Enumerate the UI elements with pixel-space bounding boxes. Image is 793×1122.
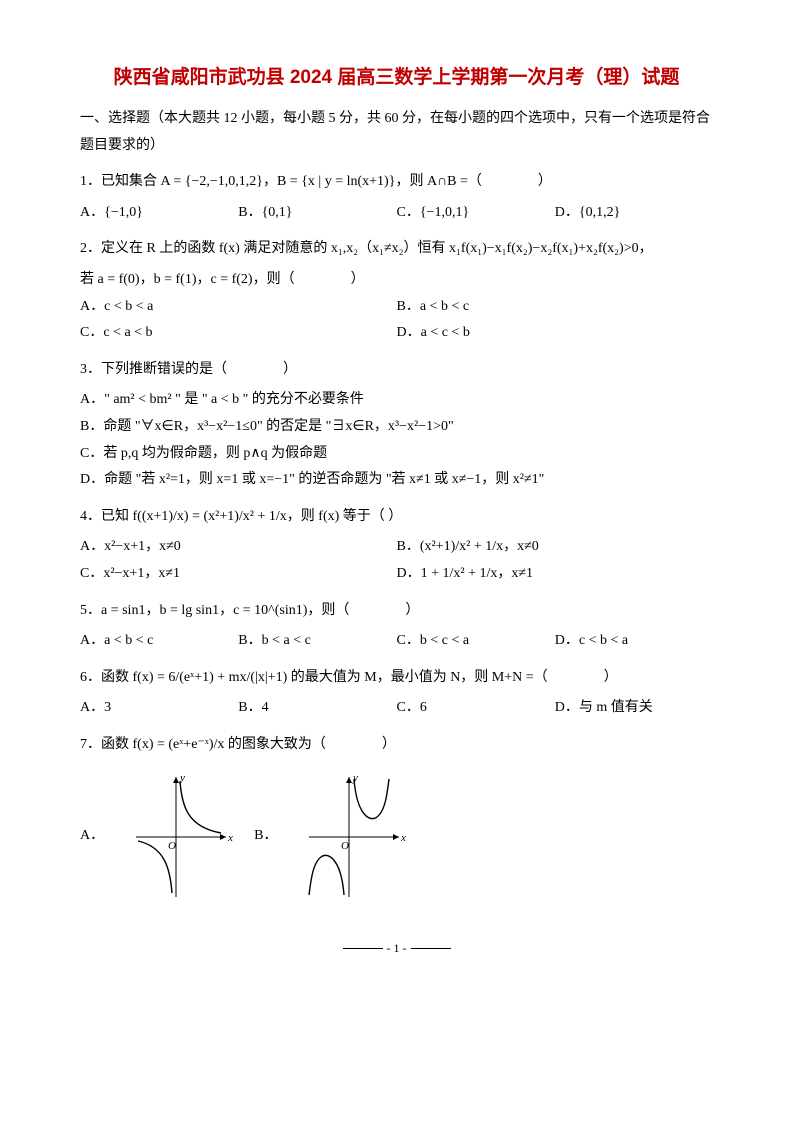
q1-opt-a: A．{−1,0}	[80, 200, 238, 227]
q3-opt-b: B．命题 "∀x∈R，x³−x²−1≤0" 的否定是 "∃x∈R，x³−x²−1…	[80, 414, 713, 441]
q5-opt-c: C．b < c < a	[397, 628, 555, 655]
q7-graph-b: x y O	[299, 767, 409, 907]
q4-opt-a: A．x²−x+1，x≠0	[80, 534, 397, 561]
q4-stem: 4．已知 f((x+1)/x) = (x²+1)/x² + 1/x，则 f(x)…	[80, 504, 713, 531]
page-title: 陕西省咸阳市武功县 2024 届高三数学上学期第一次月考（理）试题	[80, 60, 713, 96]
q5-opt-a: A．a < b < c	[80, 628, 238, 655]
q7-opt-b-label: B．	[254, 823, 277, 850]
q5-opt-b: B．b < a < c	[238, 628, 396, 655]
q4-options-row2: C．x²−x+1，x≠1 D．1 + 1/x² + 1/x，x≠1	[80, 561, 713, 588]
q3-opt-c: C．若 p,q 均为假命题，则 p∧q 为假命题	[80, 441, 713, 468]
q2-opt-d: D．a < c < b	[397, 320, 714, 347]
svg-text:O: O	[341, 840, 349, 852]
q2-options-row1: A．c < b < a B．a < b < c	[80, 294, 713, 321]
q2-options-row2: C．c < a < b D．a < c < b	[80, 320, 713, 347]
page-footer: - 1 -	[80, 937, 713, 960]
q3-opt-a: A．" am² < bm² " 是 " a < b " 的充分不必要条件	[80, 387, 713, 414]
q4-opt-c: C．x²−x+1，x≠1	[80, 561, 397, 588]
q2-stem-cont: 若 a = f(0)，b = f(1)，c = f(2)，则（ ）	[80, 267, 713, 294]
q1-opt-d: D．{0,1,2}	[555, 200, 713, 227]
q7-stem: 7．函数 f(x) = (eˣ+e⁻ˣ)/x 的图象大致为（ ）	[80, 732, 713, 759]
q3-opt-d: D．命题 "若 x²=1，则 x=1 或 x=−1" 的逆否命题为 "若 x≠1…	[80, 467, 713, 494]
q1-opt-c: C．{−1,0,1}	[397, 200, 555, 227]
svg-text:y: y	[352, 772, 358, 784]
q2-opt-c: C．c < a < b	[80, 320, 397, 347]
q6-opt-a: A．3	[80, 695, 238, 722]
svg-text:O: O	[168, 840, 176, 852]
q7-opt-a-label: A．	[80, 823, 104, 850]
q1-stem: 1．已知集合 A = {−2,−1,0,1,2}，B = {x | y = ln…	[80, 169, 713, 196]
q6-opt-d: D．与 m 值有关	[555, 695, 713, 722]
q6-options: A．3 B．4 C．6 D．与 m 值有关	[80, 695, 713, 722]
q2-opt-a: A．c < b < a	[80, 294, 397, 321]
section-instruction: 一、选择题（本大题共 12 小题，每小题 5 分，共 60 分，在每小题的四个选…	[80, 106, 713, 159]
q4-opt-d: D．1 + 1/x² + 1/x，x≠1	[397, 561, 714, 588]
q5-opt-d: D．c < b < a	[555, 628, 713, 655]
q6-stem: 6．函数 f(x) = 6/(eˣ+1) + mx/(|x|+1) 的最大值为 …	[80, 665, 713, 692]
q7-graph-a: x y O	[126, 767, 236, 907]
q2-stem: 2．定义在 R 上的函数 f(x) 满足对随意的 x₁,x₂（x₁≠x₂）恒有 …	[80, 236, 713, 263]
q6-opt-b: B．4	[238, 695, 396, 722]
q7-graph-row: A． x y O B． x y O	[80, 767, 713, 907]
q3-stem: 3．下列推断错误的是（ ）	[80, 357, 713, 384]
svg-text:x: x	[400, 832, 406, 844]
svg-text:x: x	[227, 832, 233, 844]
q2-opt-b: B．a < b < c	[397, 294, 714, 321]
q6-opt-c: C．6	[397, 695, 555, 722]
q1-options: A．{−1,0} B．{0,1} C．{−1,0,1} D．{0,1,2}	[80, 200, 713, 227]
q5-options: A．a < b < c B．b < a < c C．b < c < a D．c …	[80, 628, 713, 655]
q1-opt-b: B．{0,1}	[238, 200, 396, 227]
q3-options: A．" am² < bm² " 是 " a < b " 的充分不必要条件 B．命…	[80, 387, 713, 493]
q4-opt-b: B．(x²+1)/x² + 1/x，x≠0	[397, 534, 714, 561]
q5-stem: 5．a = sin1，b = lg sin1，c = 10^(sin1)，则（ …	[80, 598, 713, 625]
q4-options-row1: A．x²−x+1，x≠0 B．(x²+1)/x² + 1/x，x≠0	[80, 534, 713, 561]
page-number: - 1 -	[387, 941, 407, 955]
